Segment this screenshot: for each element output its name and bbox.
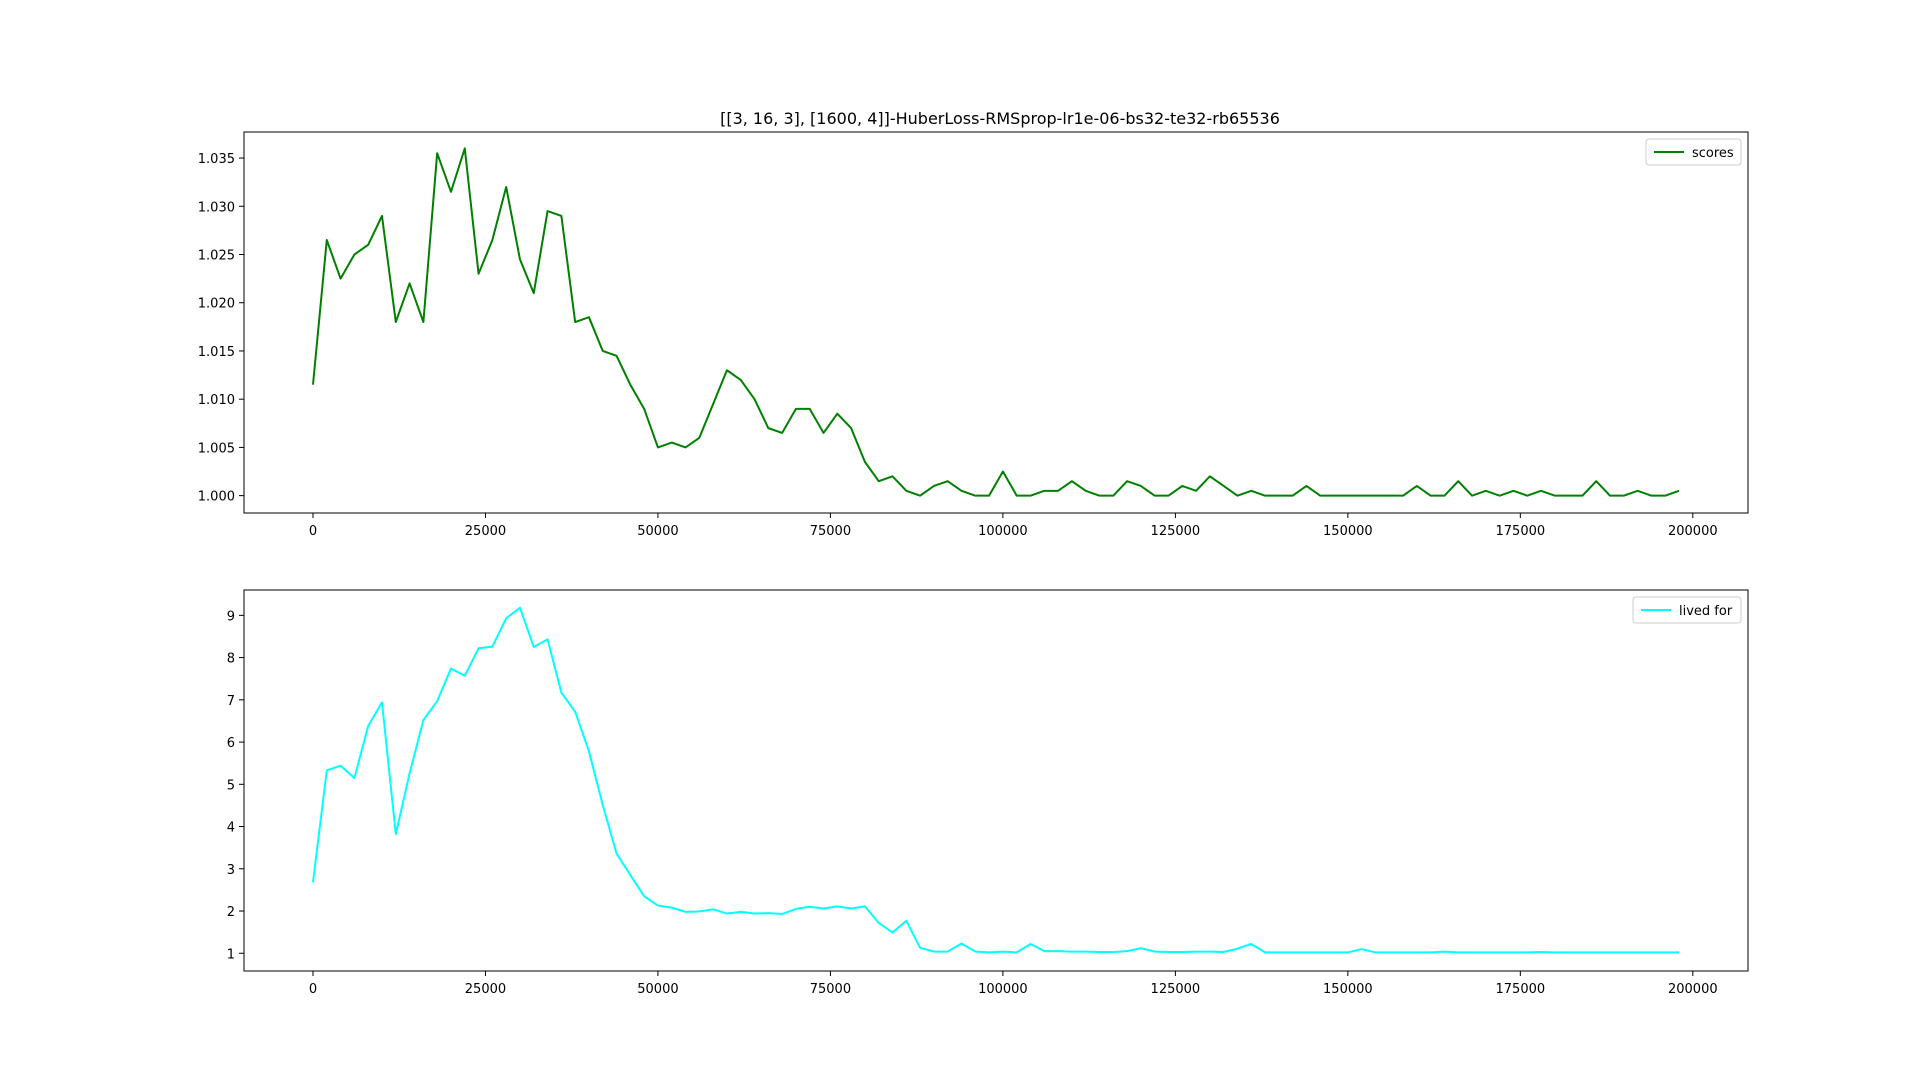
legend-label: scores (1692, 146, 1734, 161)
x-tick-label: 200000 (1668, 982, 1718, 997)
y-tick-label: 6 (227, 736, 235, 751)
series-line-0 (311, 606, 1680, 954)
y-tick-label: 2 (227, 905, 235, 920)
legend-box (1632, 596, 1742, 624)
x-tick-label: 0 (309, 982, 317, 997)
y-tick-label: 1.035 (198, 152, 235, 167)
y-tick-label: 1.000 (198, 490, 235, 505)
x-tick-label: 25000 (465, 524, 506, 539)
x-tick-label: 150000 (1323, 524, 1373, 539)
lived-for-panel: 0 25000 50000 75000 100000 125000 150000 175000… (227, 589, 1749, 997)
x-tick-label: 50000 (637, 982, 678, 997)
x-tick-label: 200000 (1668, 524, 1718, 539)
x-tick-label: 150000 (1323, 982, 1373, 997)
legend-box (1645, 138, 1742, 166)
x-tick-label: 100000 (978, 524, 1028, 539)
x-tick-label: 0 (309, 524, 317, 539)
x-tick-label: 175000 (1496, 982, 1546, 997)
y-tick-label: 1.015 (198, 345, 235, 360)
y-tick-label: 1 (227, 947, 235, 962)
y-tick-label: 1.005 (198, 441, 235, 456)
x-tick-label: 75000 (810, 524, 851, 539)
y-tick-label: 3 (227, 863, 235, 878)
scores-panel: 0 25000 50000 75000 100000 125000 150000 175000… (198, 131, 1749, 539)
legend-label: lived for (1679, 604, 1733, 619)
axes-frame (243, 131, 1749, 514)
x-tick-label: 125000 (1151, 982, 1201, 997)
y-tick-label: 1.025 (198, 248, 235, 263)
y-tick-label: 7 (227, 694, 235, 709)
y-tick-label: 1.010 (198, 393, 235, 408)
chart-title: [[3, 16, 3], [1600, 4]]-HuberLoss-RMSpro… (720, 109, 1280, 128)
x-tick-label: 100000 (978, 982, 1028, 997)
x-tick-label: 125000 (1151, 524, 1201, 539)
x-tick-label: 75000 (810, 982, 851, 997)
y-tick-label: 5 (227, 778, 235, 793)
x-tick-label: 175000 (1496, 524, 1546, 539)
y-tick-label: 8 (227, 652, 235, 667)
series-line-0 (311, 147, 1680, 497)
axes-frame (243, 589, 1749, 972)
x-tick-label: 25000 (465, 982, 506, 997)
y-tick-label: 1.020 (198, 297, 235, 312)
y-tick-label: 4 (227, 821, 235, 836)
x-tick-label: 50000 (637, 524, 678, 539)
y-tick-label: 1.030 (198, 200, 235, 215)
y-tick-label: 9 (227, 609, 235, 624)
